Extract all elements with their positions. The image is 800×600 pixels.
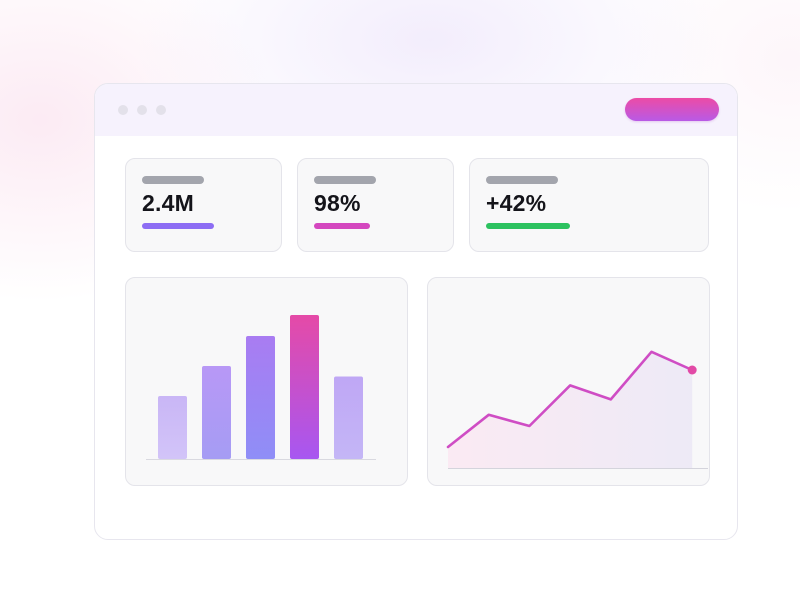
stat-value: 2.4M [142, 190, 194, 216]
stat-label-placeholder [486, 176, 558, 184]
dashboard-window: 2.4M 98% +42% [94, 83, 738, 540]
stat-card-users: 2.4M [125, 158, 282, 252]
stat-card-growth: +42% [469, 158, 709, 252]
bar [334, 376, 363, 459]
bar [290, 315, 319, 459]
line-chart [446, 350, 708, 469]
stat-card-rate: 98% [297, 158, 454, 252]
stat-progress-bar [486, 223, 570, 229]
stat-progress-bar [314, 223, 370, 229]
stat-progress-bar [142, 223, 214, 229]
stat-label-placeholder [142, 176, 204, 184]
bar [246, 336, 275, 459]
window-titlebar [95, 84, 737, 136]
bar-chart-panel [125, 277, 408, 486]
last-point-marker [687, 365, 697, 375]
bar [158, 396, 187, 459]
stat-value: +42% [486, 190, 547, 216]
bar-chart [146, 315, 376, 460]
area-fill [448, 351, 693, 468]
line-chart-panel [427, 277, 710, 486]
window-dot[interactable] [156, 105, 166, 115]
window-dot[interactable] [118, 105, 128, 115]
action-button[interactable] [625, 98, 719, 121]
series-line [446, 350, 694, 449]
stat-label-placeholder [314, 176, 376, 184]
bar [202, 366, 231, 459]
stat-value: 98% [314, 190, 361, 216]
window-dot[interactable] [137, 105, 147, 115]
